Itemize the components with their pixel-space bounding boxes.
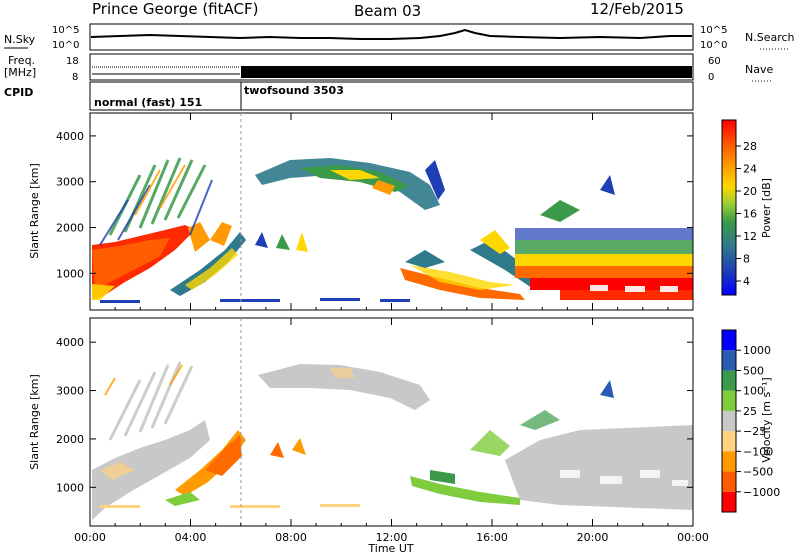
- freq-label-2: [MHz]: [4, 66, 36, 79]
- velocity-cb-swatch: [722, 471, 736, 492]
- x-tick-label: 08:00: [275, 531, 307, 544]
- power-cb-tick-label: 20: [743, 185, 757, 198]
- power-colorbar: [721, 119, 737, 296]
- y-tick-label: 2000: [56, 222, 84, 235]
- velocity-cb-swatch: [722, 491, 736, 512]
- velocity-colorbar: [721, 329, 737, 513]
- velocity-xlabel: Time UT: [367, 542, 413, 554]
- nsky-tick-top: 10^5: [52, 25, 79, 36]
- nave-tick-bottom: 0: [708, 72, 714, 83]
- x-tick-label: 20:00: [577, 531, 609, 544]
- y-tick-label: 3000: [56, 176, 84, 189]
- power-cb-tick-label: 28: [743, 140, 757, 153]
- nsky-frame: [89, 23, 694, 51]
- freq-tick-bottom: 8: [72, 72, 78, 83]
- freq-frame: [89, 53, 694, 81]
- nsearch-tick-bottom: 10^0: [700, 40, 727, 51]
- x-tick-label: 16:00: [476, 531, 508, 544]
- freq-trace-twofsound: [241, 66, 692, 78]
- power-cb-tick-label: 4: [743, 275, 750, 288]
- power-cb-tick-label: 16: [743, 208, 757, 221]
- x-tick-label: 00:00: [74, 531, 106, 544]
- velocity-cb-tick-label: −500: [743, 466, 773, 479]
- velocity-colorbar-ticks: 1000 500 100 25 −25 −100 −500 −1000: [736, 344, 780, 499]
- nsky-tick-bottom: 10^0: [52, 40, 79, 51]
- freq-tick-top: 18: [66, 56, 79, 67]
- velocity-cb-tick-label: 100: [743, 385, 764, 398]
- velocity-cb-tick-label: 500: [743, 364, 764, 377]
- power-cb-tick-label: 12: [743, 230, 757, 243]
- cpid-mode-twofsound: twofsound 3503: [244, 84, 344, 97]
- velocity-cb-swatch: [722, 350, 736, 371]
- nave-tick-top: 60: [708, 56, 721, 67]
- power-colorbar-ticks: 28 24 20 16 12 8 4: [736, 140, 757, 288]
- velocity-cb-swatch: [722, 370, 736, 391]
- velocity-cb-tick-label: −1000: [743, 486, 780, 499]
- x-tick-label: 12:00: [376, 531, 408, 544]
- date-label: 12/Feb/2015: [590, 0, 684, 18]
- freq-label-1: Freq.: [8, 54, 35, 67]
- nsearch-tick-top: 10^5: [700, 25, 727, 36]
- beam-label: Beam 03: [354, 2, 421, 20]
- cpid-mode-normal: normal (fast) 151: [94, 96, 202, 109]
- velocity-x-axis: 00:00 04:00 08:00 12:00 16:00 20:00 00:00: [74, 318, 709, 544]
- velocity-cb-tick-label: 1000: [743, 344, 771, 357]
- y-tick-label: 4000: [56, 130, 84, 143]
- velocity-cb-swatch: [722, 330, 736, 351]
- station-title: Prince George (fitACF): [92, 0, 258, 18]
- x-tick-label: 04:00: [175, 531, 207, 544]
- y-tick-label: 4000: [56, 336, 84, 349]
- y-tick-label: 1000: [56, 267, 84, 280]
- power-y-axis: 1000 2000 3000 4000: [56, 130, 693, 280]
- power-heatmap: [92, 157, 693, 303]
- velocity-heatmap: [92, 361, 693, 520]
- velocity-cb-swatch: [722, 390, 736, 411]
- velocity-cb-swatch: [722, 410, 736, 432]
- power-ylabel: Slant Range [km]: [28, 163, 41, 259]
- nsearch-label: N.Search: [745, 31, 795, 44]
- velocity-cb-swatch: [722, 431, 736, 452]
- velocity-cb-tick-label: −100: [743, 445, 773, 458]
- y-tick-label: 3000: [56, 385, 84, 398]
- velocity-cb-tick-label: −25: [743, 425, 766, 438]
- cpid-frame: [89, 81, 694, 111]
- cpid-label: CPID: [4, 86, 33, 99]
- nsky-label: N.Sky: [4, 33, 36, 46]
- velocity-y-axis: 1000 2000 3000 4000: [56, 336, 693, 494]
- velocity-cb-tick-label: 25: [743, 405, 757, 418]
- y-tick-label: 1000: [56, 481, 84, 494]
- x-tick-label: 00:00: [677, 531, 709, 544]
- power-colorbar-label: Power [dB]: [760, 178, 773, 238]
- y-tick-label: 2000: [56, 433, 84, 446]
- velocity-ylabel: Slant Range [km]: [28, 374, 41, 470]
- nave-label: Nave: [745, 63, 773, 76]
- velocity-colorbar-label: Velocity [m s⁻¹]: [760, 377, 773, 462]
- power-cb-tick-label: 8: [743, 253, 750, 266]
- velocity-cb-frame: [721, 329, 737, 513]
- power-x-axis: [89, 113, 694, 310]
- velocity-cb-swatch: [722, 451, 736, 472]
- nsky-trace: [90, 28, 692, 40]
- power-cb-tick-label: 24: [743, 163, 757, 176]
